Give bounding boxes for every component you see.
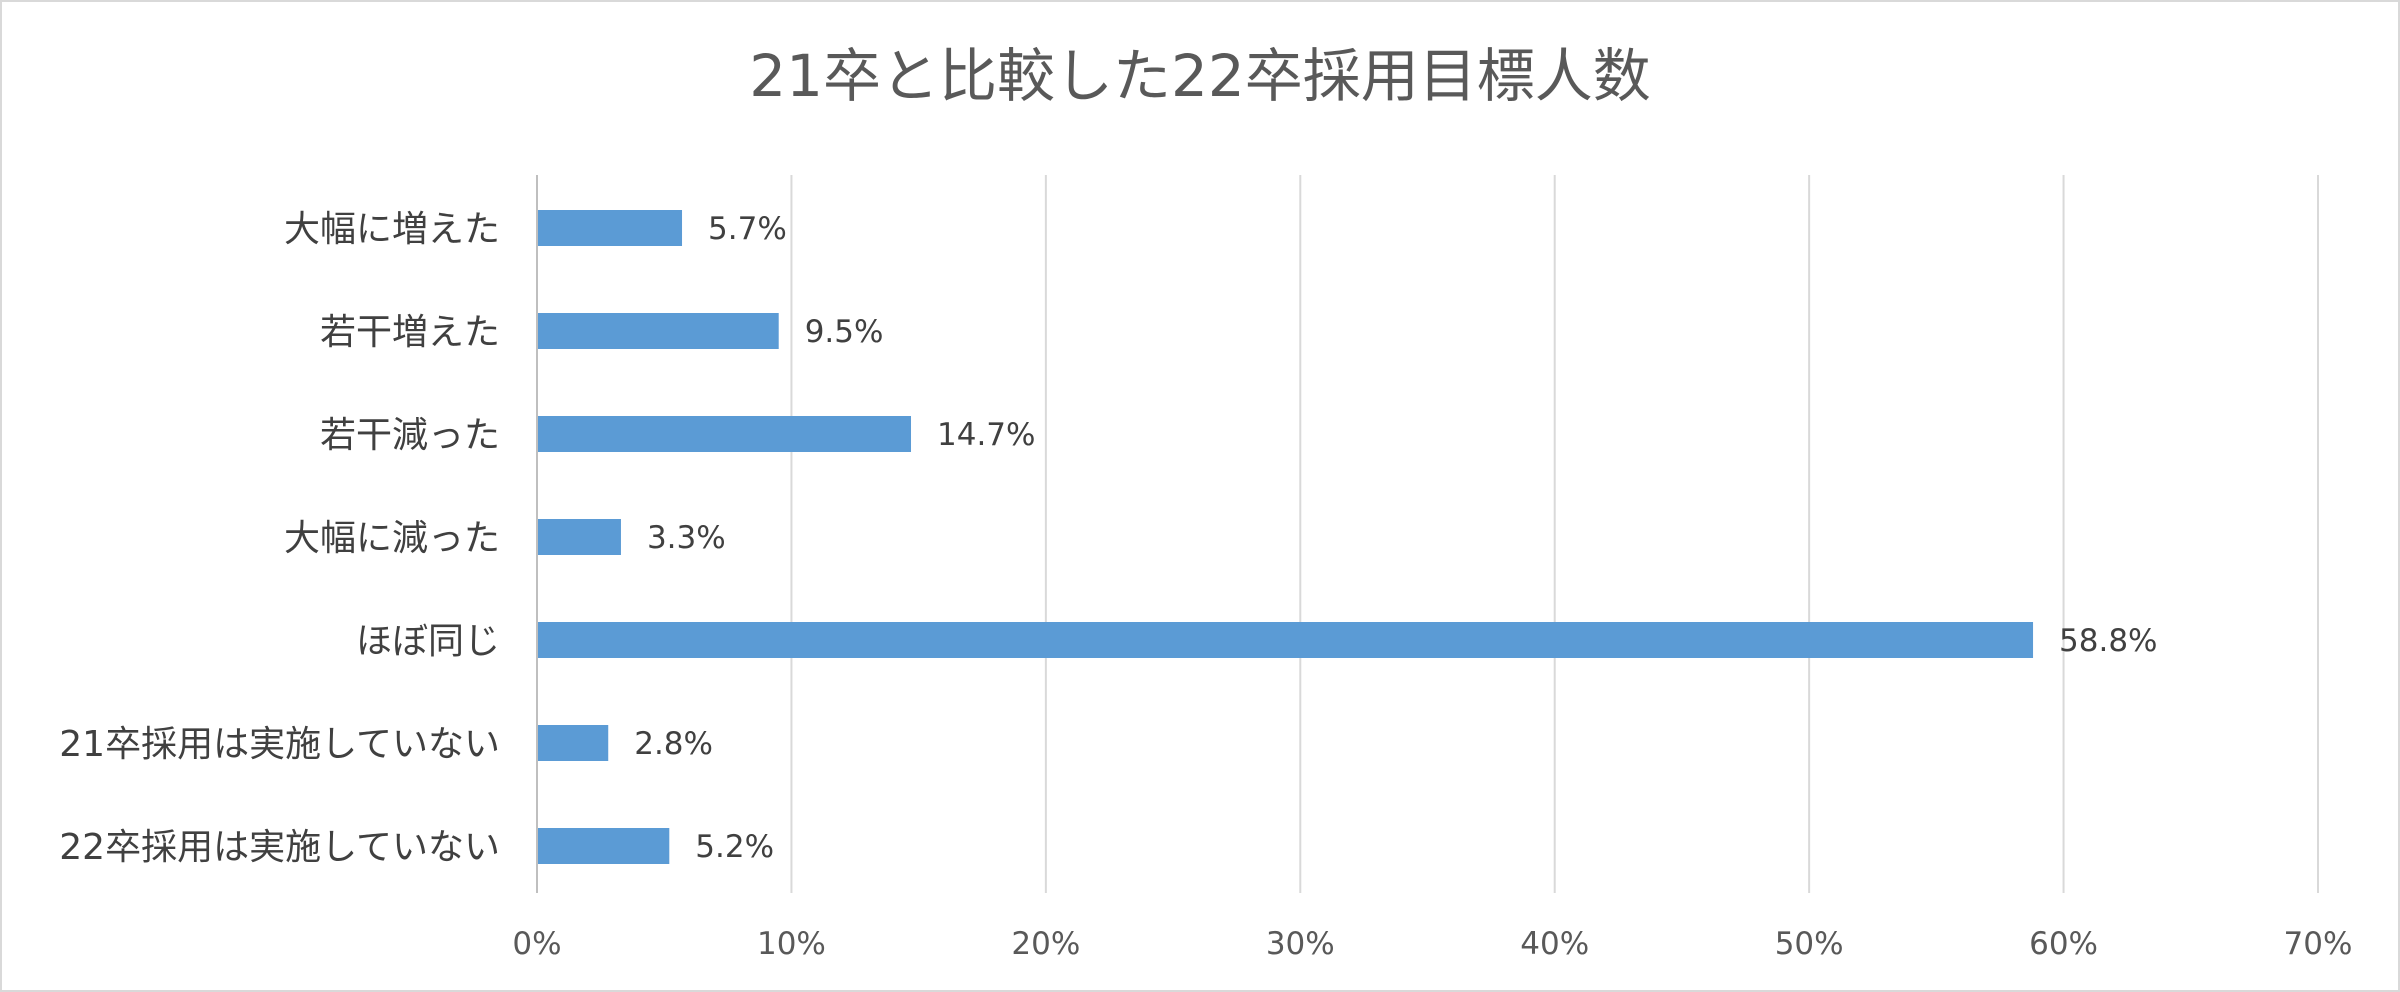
category-label: 22卒採用は実施していない xyxy=(59,827,500,868)
labels: 0% 10% 20% 30% 40% 50% 60% 70% 大幅に増えた 5.7% 若干増えた 9.… xyxy=(59,209,2352,962)
bar xyxy=(538,519,621,555)
bar xyxy=(538,725,609,761)
x-tick-label: 30% xyxy=(1266,926,1335,962)
chart-title: 21卒と比較した22卒採用目標人数 xyxy=(749,42,1651,110)
bar xyxy=(538,828,670,864)
data-label: 2.8% xyxy=(634,726,713,762)
bar xyxy=(538,210,683,246)
category-label: 21卒採用は実施していない xyxy=(59,724,500,765)
x-tick-label: 60% xyxy=(2029,926,2098,962)
data-label: 58.8% xyxy=(2059,623,2157,659)
data-label: 5.7% xyxy=(708,211,787,247)
x-tick-label: 10% xyxy=(757,926,826,962)
bars xyxy=(538,210,2034,864)
data-label: 9.5% xyxy=(805,314,884,350)
x-tick-label: 40% xyxy=(1520,926,1589,962)
data-label: 14.7% xyxy=(937,417,1035,453)
category-label: 若干減った xyxy=(320,415,500,456)
category-label: ほぼ同じ xyxy=(356,621,500,662)
x-tick-label: 70% xyxy=(2284,926,2353,962)
bar xyxy=(538,622,2034,658)
bar xyxy=(538,416,912,452)
grid-lines xyxy=(536,175,2319,893)
x-tick-label: 50% xyxy=(1775,926,1844,962)
x-tick-label: 0% xyxy=(512,926,561,962)
x-tick-label: 20% xyxy=(1011,926,1080,962)
bar xyxy=(538,313,779,349)
category-label: 大幅に減った xyxy=(284,518,500,559)
category-label: 大幅に増えた xyxy=(284,209,500,250)
data-label: 5.2% xyxy=(695,829,774,865)
category-label: 若干増えた xyxy=(320,312,500,353)
data-label: 3.3% xyxy=(647,520,726,556)
